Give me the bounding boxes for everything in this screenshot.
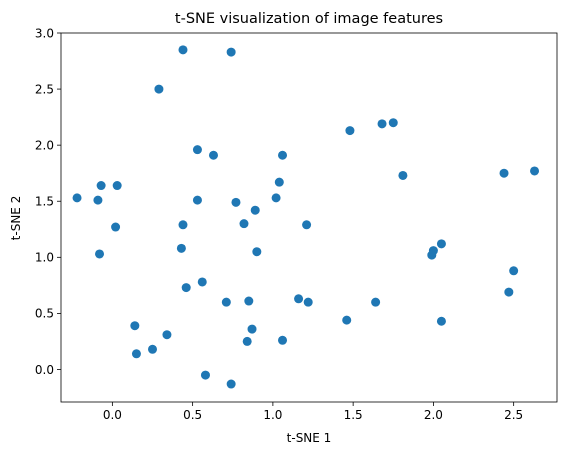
x-tick-label: 1.0	[263, 408, 282, 422]
data-point	[231, 197, 241, 207]
plot-frame	[60, 32, 558, 403]
data-point	[278, 150, 288, 160]
data-point	[148, 344, 157, 354]
data-point	[345, 126, 355, 136]
y-tick-label: 3.0	[35, 26, 54, 40]
data-point	[192, 145, 202, 155]
y-tick-label: 1.0	[35, 251, 54, 265]
data-point	[504, 287, 514, 297]
data-points	[72, 45, 540, 389]
data-point	[427, 250, 437, 260]
data-point	[509, 266, 519, 276]
plot-area-background	[61, 33, 557, 402]
x-tick-label: 2.5	[504, 408, 523, 422]
data-point	[388, 118, 398, 128]
data-point	[274, 177, 284, 187]
data-point	[377, 119, 387, 129]
x-tick-label: 1.5	[344, 408, 363, 422]
data-point	[436, 239, 446, 249]
chart-title: t-SNE visualization of image features	[175, 11, 443, 27]
y-tick-label: 2.0	[35, 138, 54, 152]
y-axis-label: t-SNE 2	[9, 196, 23, 241]
data-point	[111, 222, 121, 232]
y-tick-label: 0.0	[35, 363, 54, 377]
data-point	[200, 370, 210, 380]
x-axis-ticks: 0.0 0.5 1.0 1.5 2.0 2.5	[103, 402, 523, 422]
data-point	[271, 193, 281, 203]
data-point	[239, 219, 249, 229]
data-point	[96, 181, 106, 191]
data-point	[247, 324, 257, 334]
data-point	[192, 195, 202, 205]
data-point	[530, 166, 540, 176]
data-point	[250, 205, 260, 215]
data-point	[244, 296, 254, 306]
data-point	[112, 181, 122, 191]
data-point	[72, 193, 82, 203]
data-point	[499, 168, 509, 178]
y-tick-label: 1.5	[35, 195, 54, 209]
data-point	[221, 297, 231, 307]
data-point	[436, 316, 446, 326]
data-point	[162, 330, 172, 340]
y-tick-label: 2.5	[35, 82, 54, 96]
data-point	[294, 294, 304, 304]
y-axis-ticks: 0.0 0.5 1.0 1.5 2.0 2.5 3.0	[35, 26, 61, 377]
data-point	[226, 47, 236, 57]
data-point	[178, 220, 188, 230]
data-point	[371, 297, 381, 307]
data-point	[93, 195, 103, 205]
data-point	[342, 315, 352, 325]
y-tick-label: 0.5	[35, 307, 54, 321]
data-point	[278, 335, 288, 345]
data-point	[252, 247, 262, 257]
data-point	[242, 336, 252, 346]
data-point	[226, 379, 236, 389]
data-point	[197, 277, 207, 287]
data-point	[208, 150, 218, 160]
data-point	[398, 170, 408, 180]
data-point	[178, 45, 188, 55]
data-point	[302, 220, 312, 230]
data-point	[131, 349, 141, 359]
x-axis-label: t-SNE 1	[287, 431, 332, 445]
data-point	[154, 84, 164, 94]
x-tick-label: 0.0	[103, 408, 122, 422]
x-tick-label: 0.5	[183, 408, 202, 422]
x-tick-label: 2.0	[424, 408, 443, 422]
data-point	[95, 249, 105, 259]
data-point	[181, 283, 191, 293]
data-point	[303, 297, 313, 307]
data-point	[130, 321, 140, 331]
data-point	[176, 243, 186, 253]
